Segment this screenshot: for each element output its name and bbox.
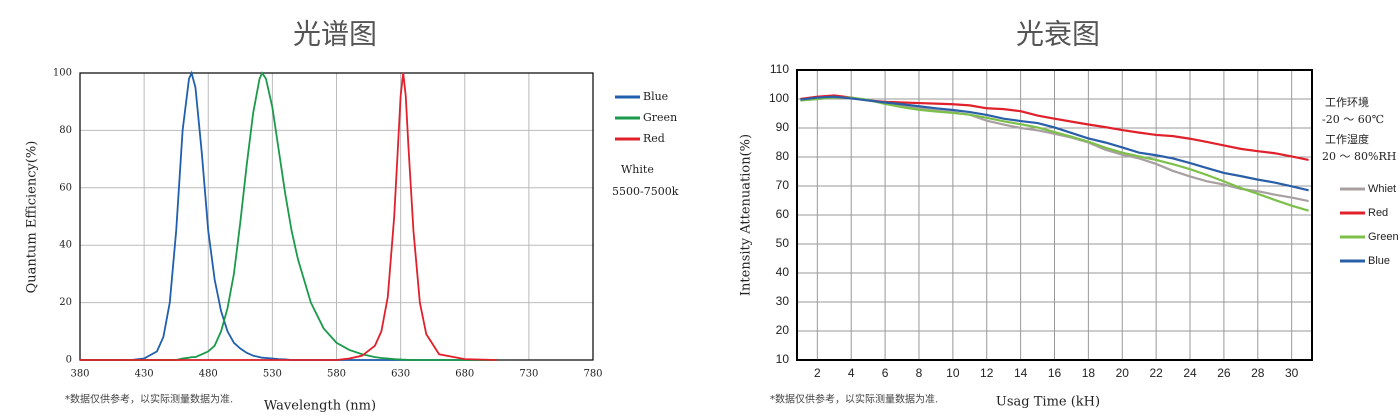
y-tick-label: 70 <box>776 178 790 192</box>
series-line <box>80 72 497 361</box>
x-tick-label: 6 <box>882 366 889 380</box>
annotation: White <box>621 163 654 176</box>
x-tick-label: 14 <box>1014 366 1028 380</box>
y-tick-label: 110 <box>770 62 789 76</box>
x-axis-label: Usag Time (kH) <box>996 395 1100 410</box>
annotation: -20 ～ 60℃ <box>1322 113 1384 126</box>
legend-label: Green <box>643 111 677 124</box>
x-tick-label: 680 <box>455 369 474 380</box>
y-tick-label: 10 <box>776 352 790 366</box>
x-tick-label: 430 <box>135 369 154 380</box>
y-tick-label: 60 <box>776 207 790 221</box>
y-tick-label: 80 <box>776 149 790 163</box>
y-tick-label: 60 <box>59 182 72 193</box>
x-tick-label: 16 <box>1048 366 1062 380</box>
x-tick-label: 26 <box>1217 366 1231 380</box>
legend-label: Blue <box>643 90 668 103</box>
x-tick-label: 580 <box>327 369 346 380</box>
y-axis-label: Intensity Attenuation(%) <box>739 134 754 296</box>
y-tick-label: 80 <box>59 125 72 136</box>
y-tick-label: 30 <box>776 294 790 308</box>
y-tick-label: 40 <box>776 265 790 279</box>
y-tick-label: 100 <box>53 68 72 79</box>
y-axis-label: Quantum Efficiency(%) <box>25 141 40 294</box>
x-tick-label: 10 <box>946 366 960 380</box>
footnote: *数据仅供参考，以实际测量数据为准. <box>65 393 233 406</box>
chart-title: 光衰图 <box>1016 18 1100 51</box>
legend-label: Red <box>1368 207 1388 219</box>
legend-label: Red <box>643 132 665 145</box>
y-tick-label: 40 <box>59 240 72 251</box>
y-tick-label: 100 <box>769 91 789 105</box>
x-tick-label: 28 <box>1251 366 1265 380</box>
x-tick-label: 24 <box>1183 366 1197 380</box>
y-tick-label: 0 <box>66 355 72 366</box>
x-tick-label: 12 <box>980 366 994 380</box>
x-tick-label: 530 <box>263 369 282 380</box>
x-tick-label: 630 <box>391 369 410 380</box>
annotation: 5500-7500k <box>612 185 679 198</box>
x-tick-label: 8 <box>916 366 923 380</box>
legend-label: Green <box>1368 231 1399 243</box>
x-tick-label: 30 <box>1285 366 1299 380</box>
x-tick-label: 4 <box>848 366 855 380</box>
annotation: 工作环境 <box>1325 95 1369 109</box>
annotation: 工作湿度 <box>1325 132 1369 146</box>
y-tick-label: 50 <box>776 236 790 250</box>
y-tick-label: 20 <box>776 323 790 337</box>
x-axis-label: Wavelength (nm) <box>264 399 376 414</box>
legend-label: Blue <box>1368 255 1390 267</box>
y-tick-label: 20 <box>59 297 72 308</box>
x-tick-label: 780 <box>583 369 602 380</box>
series-line <box>80 71 497 361</box>
y-tick-label: 90 <box>776 120 790 134</box>
x-tick-label: 22 <box>1149 366 1163 380</box>
x-tick-label: 18 <box>1082 366 1096 380</box>
annotation: 20 ～ 80%RH <box>1322 150 1396 163</box>
chart-title: 光谱图 <box>293 18 377 51</box>
x-tick-label: 380 <box>70 369 89 380</box>
series-line <box>800 95 1309 192</box>
x-tick-label: 480 <box>199 369 218 380</box>
plot-border <box>796 69 1313 361</box>
series-line <box>800 96 1309 212</box>
x-tick-label: 730 <box>519 369 538 380</box>
x-tick-label: 2 <box>814 366 821 380</box>
footnote: *数据仅供参考，以实际测量数据为准. <box>770 393 938 406</box>
legend-label: Whiet <box>1368 183 1396 195</box>
x-tick-label: 20 <box>1116 366 1130 380</box>
